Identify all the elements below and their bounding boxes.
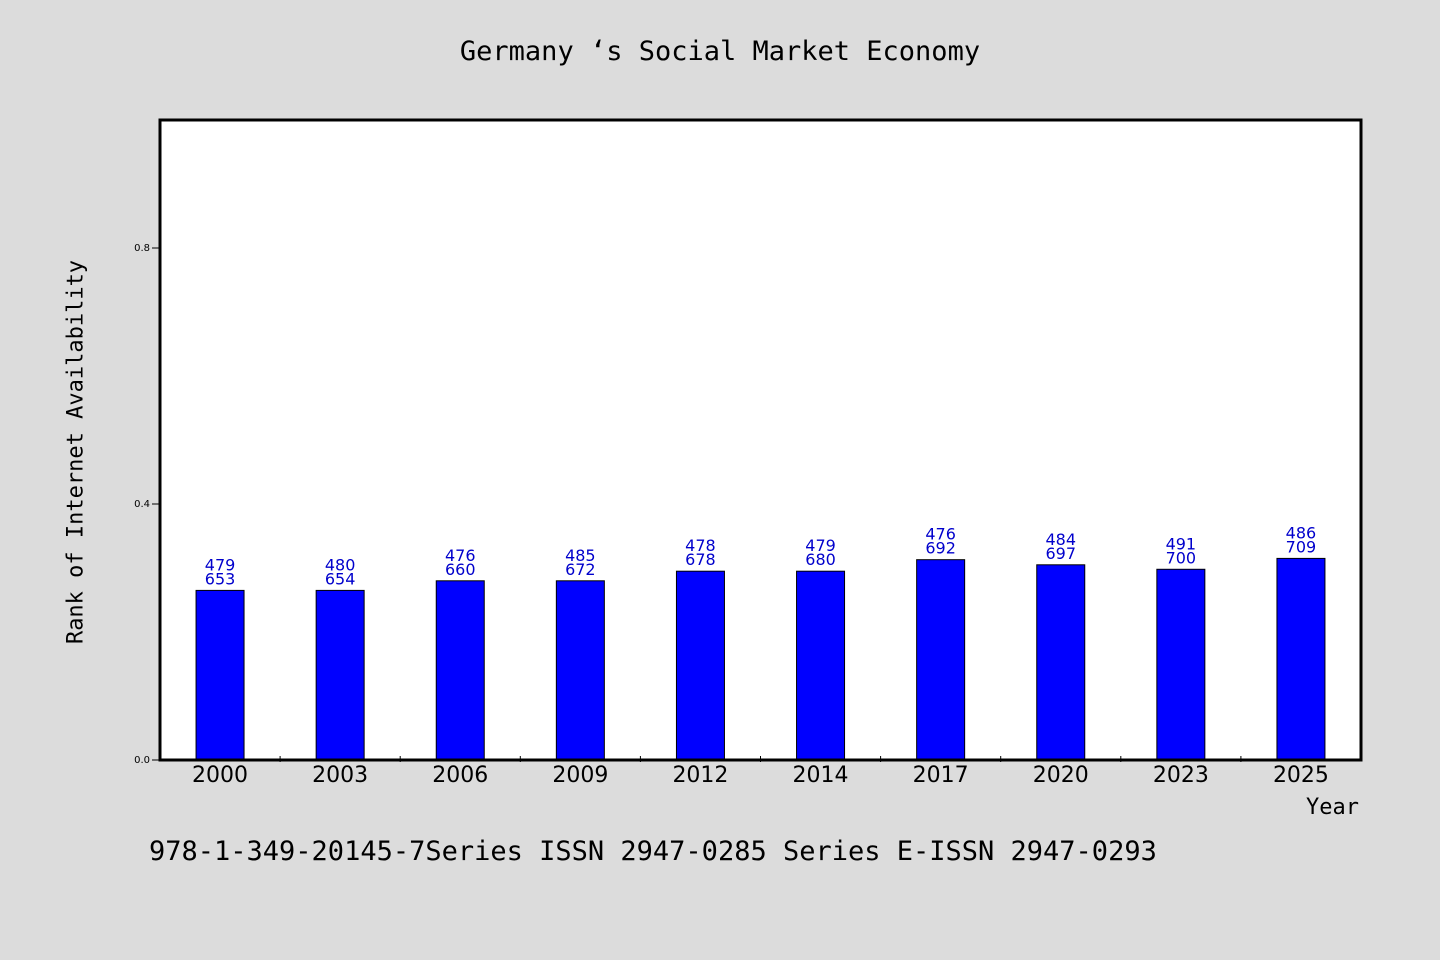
bar	[195, 589, 245, 761]
x-tick-label: 2020	[1033, 763, 1089, 788]
data-label-top: 476	[445, 546, 476, 565]
x-tick-label: 2017	[913, 763, 969, 788]
y-tick-label: 0.8	[134, 243, 150, 254]
data-label-bottom: 672	[565, 560, 596, 579]
bar	[435, 580, 485, 761]
x-tick-label: 2006	[432, 763, 488, 788]
bar	[675, 570, 725, 761]
bar	[555, 580, 605, 761]
data-label-top: 484	[1045, 530, 1076, 549]
x-axis-label: Year	[1306, 795, 1359, 820]
y-tick-label: 0.0	[134, 755, 150, 766]
data-label-top: 476	[925, 525, 956, 544]
x-tick-label: 2009	[552, 763, 608, 788]
x-tick-label: 2000	[192, 763, 248, 788]
x-tick-label: 2012	[672, 763, 728, 788]
x-tick-label: 2023	[1153, 763, 1209, 788]
data-label-top: 480	[325, 555, 356, 574]
x-tick-label: 2025	[1273, 763, 1329, 788]
y-tick-label: 0.4	[134, 499, 150, 510]
bar	[1156, 568, 1206, 761]
data-label-top: 485	[565, 546, 596, 565]
data-label-top: 479	[805, 536, 836, 555]
x-tick-label: 2014	[793, 763, 849, 788]
bar	[315, 589, 365, 761]
data-label-bottom: 660	[445, 560, 476, 579]
data-label-top: 478	[685, 536, 716, 555]
footer-identifiers: 978-1-349-20145-7Series ISSN 2947-0285 S…	[149, 836, 1157, 867]
data-label-bottom: 654	[325, 569, 356, 588]
bar	[916, 559, 966, 761]
x-tick-label: 2003	[312, 763, 368, 788]
bar	[1276, 557, 1326, 761]
data-label-bottom: 709	[1286, 537, 1317, 556]
chart-title: Germany ‘s Social Market Economy	[459, 36, 981, 67]
data-label-bottom: 697	[1045, 544, 1076, 563]
data-label-bottom: 700	[1166, 548, 1197, 567]
plot-frame	[158, 118, 1363, 762]
bar	[796, 570, 846, 761]
bar	[1036, 564, 1086, 761]
data-label-bottom: 692	[925, 539, 956, 558]
data-label-top: 491	[1166, 534, 1197, 553]
data-label-top: 479	[205, 555, 236, 574]
data-label-bottom: 680	[805, 550, 836, 569]
data-label-top: 486	[1286, 523, 1317, 542]
data-label-bottom: 653	[205, 569, 236, 588]
data-label-bottom: 678	[685, 550, 716, 569]
